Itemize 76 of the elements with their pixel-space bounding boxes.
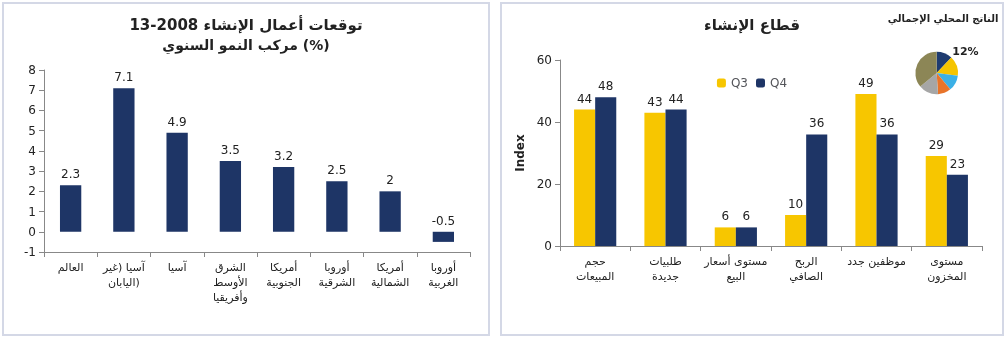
y-tick-label: 6 [28,103,36,118]
y-tick-label: 0 [544,239,552,253]
x-tick-label: آسيا [167,260,188,274]
data-label: 44 [668,91,684,106]
data-label: 29 [928,138,944,153]
x-tick-label: العالم [57,261,84,274]
bar [219,161,242,232]
bar [785,215,807,246]
x-tick-label: مستوى أسعار البيع [703,254,768,283]
data-label: 44 [576,91,593,106]
y-axis-title: Index [512,134,527,172]
data-label: 6 [721,209,730,224]
x-tick-label: أمريكا الشمالية [370,260,410,289]
x-tick-label: موظفين جدد [847,255,906,268]
chart-title: الناتج المحلي الإجمالي [887,12,999,25]
chart-subtitle: مركب النمو السنوي (%) [162,37,330,55]
legend-label: Q3 [730,76,749,90]
data-label: 10 [787,197,804,211]
bar [432,231,455,242]
data-label: 36 [809,116,825,131]
y-tick-label: -1 [24,245,36,259]
data-label: 43 [647,94,663,109]
bar [272,167,295,232]
y-tick-label: 2 [28,184,36,199]
x-tick-label: حجم المبيعات [575,255,615,283]
y-tick-label: 3 [28,164,36,179]
chart-title: قطاع الإنشاء [703,15,801,34]
y-tick-label: 8 [28,63,36,77]
data-label: 2 [386,173,394,188]
bar [855,94,877,246]
bar [714,227,736,246]
bar [735,227,757,246]
data-label: 3.2 [274,149,294,164]
y-tick-label: 4 [28,143,36,158]
bar [59,185,82,232]
y-tick-label: 1 [28,204,36,219]
bar [876,134,898,246]
data-label: -0.5 [431,213,456,228]
y-tick-label: 5 [28,123,36,138]
data-label: 2.5 [327,163,347,178]
y-tick-label: 7 [28,83,36,98]
bar [806,134,828,246]
data-label: 2.3 [61,167,81,182]
bar [925,156,947,246]
x-tick-label: آسيا (غير اليابان) [101,260,146,289]
bar [113,88,135,232]
y-tick-label: 0 [28,224,36,239]
data-label: 49 [858,76,874,91]
bar [665,109,687,246]
y-tick-label: 40 [536,115,552,129]
bar [574,109,596,246]
data-label: 12% [952,44,979,58]
data-label: 4.9 [167,114,187,129]
bar [595,97,617,246]
x-tick-label: الشرق الأوسط وأفريقيا [212,261,248,304]
y-tick-label: 60 [536,53,552,67]
x-tick-label: أوروبا الشرقية [318,260,356,289]
y-tick-label: 20 [536,177,552,191]
data-label: 7.1 [114,70,134,85]
x-tick-label: أمريكا الجنوبية [266,260,302,289]
data-label: 3.5 [220,143,240,157]
data-label: 36 [879,116,895,131]
x-tick-label: مستوى المخزون [927,255,967,283]
bar [166,132,188,232]
legend-label: Q4 [770,76,788,90]
data-label: 6 [742,209,751,224]
x-tick-label: أوروبا الغربية [428,260,459,289]
bar [644,112,666,246]
bar [326,181,348,232]
chart-title: توقعات أعمال الإنشاء 2008-13 [129,14,363,34]
x-tick-label: طلبيات جديدة [649,255,683,283]
data-label: 23 [949,156,966,171]
data-label: 48 [598,79,614,94]
bar [946,174,968,246]
x-tick-label: الربح الصافي [789,255,824,283]
bar [379,191,401,232]
